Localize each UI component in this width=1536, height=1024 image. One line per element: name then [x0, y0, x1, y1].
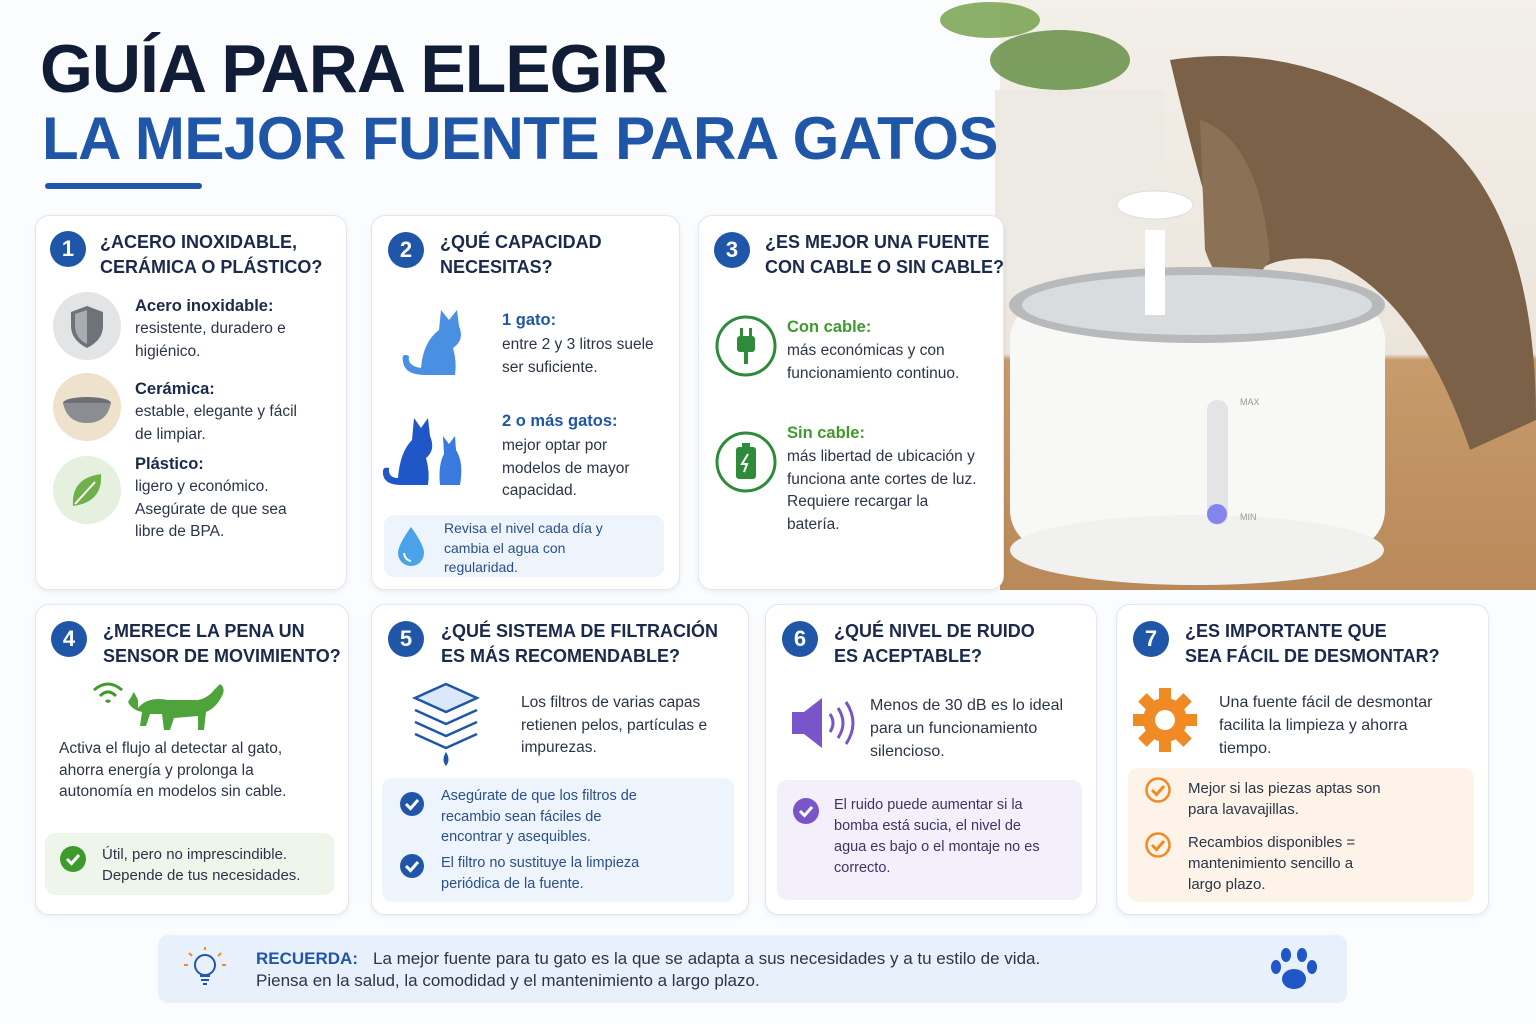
item-text: mejor optar por modelos de mayor capacid… — [502, 437, 630, 499]
card-title: ¿MERECE LA PENA UN — [103, 621, 305, 641]
card-title: ES ACEPTABLE? — [834, 646, 983, 666]
sensor-cat-icon — [93, 682, 224, 730]
card-title: ¿QUÉ SISTEMA DE FILTRACIÓN — [441, 621, 718, 641]
note-text: Útil, pero no imprescindible. Depende de… — [102, 846, 301, 884]
check-icon — [1145, 832, 1171, 858]
card-number: 6 — [782, 621, 818, 657]
ceramic-icon — [53, 373, 121, 441]
card-title: ¿ES IMPORTANTE QUE — [1185, 621, 1387, 641]
card-title: CON CABLE O SIN CABLE? — [765, 257, 1005, 277]
check-icon — [793, 798, 819, 824]
note-text: Revisa el nivel cada día y cambia el agu… — [444, 520, 603, 575]
steel-icon — [53, 292, 121, 360]
item-label: 2 o más gatos: — [502, 412, 618, 430]
photo-illustration — [940, 2, 1536, 585]
item-text: resistente, duradero e higiénico. — [135, 320, 286, 360]
cats-icon — [382, 418, 462, 485]
item-label: Sin cable: — [787, 424, 865, 442]
item-label: Con cable: — [787, 318, 872, 336]
gear-icon — [1133, 688, 1197, 752]
filter-icon — [411, 682, 481, 766]
card-title: SENSOR DE MOVIMIENTO? — [103, 646, 341, 666]
note-text: El filtro no sustituye la limpieza perió… — [441, 855, 640, 892]
note-box — [384, 515, 664, 577]
card-title: ¿ACERO INOXIDABLE, — [100, 232, 298, 252]
card-number: 5 — [388, 621, 424, 657]
card-number: 7 — [1133, 621, 1169, 657]
card-title: SEA FÁCIL DE DESMONTAR? — [1185, 646, 1440, 666]
item-text: estable, elegante y fácil de limpiar. — [135, 403, 297, 443]
paw-icon — [1271, 948, 1317, 989]
card-text: Los filtros de varias capas retienen pel… — [521, 694, 708, 756]
item-text: ligero y económico. Asegúrate de que sea… — [135, 478, 287, 540]
item-label: Acero inoxidable: — [135, 297, 274, 315]
card — [698, 215, 1004, 590]
card-title: ¿QUÉ NIVEL DE RUIDO — [834, 621, 1035, 641]
card-number: 3 — [714, 232, 750, 268]
card-title: ES MÁS RECOMENDABLE? — [441, 646, 681, 666]
note-box — [382, 778, 734, 902]
plastic-icon — [53, 456, 121, 524]
card-number: 1 — [50, 231, 86, 267]
battery-icon — [715, 431, 777, 493]
plug-icon — [715, 315, 777, 377]
card-text: Una fuente fácil de desmontar facilita l… — [1219, 694, 1433, 757]
title-line-2: LA MEJOR FUENTE PARA GATOS — [42, 105, 998, 172]
item-label: 1 gato: — [502, 311, 557, 329]
note-box — [45, 833, 334, 895]
footer-box — [158, 935, 1347, 1003]
cat-icon — [402, 310, 461, 375]
footer-label: RECUERDA: — [256, 949, 358, 968]
max-label: MAX — [1240, 397, 1260, 407]
card-text: Activa el flujo al detectar al gato, aho… — [59, 740, 287, 800]
bulb-icon — [184, 947, 226, 985]
check-icon — [1145, 777, 1171, 803]
item-text: más libertad de ubicación y funciona ant… — [787, 448, 977, 533]
card-title: CERÁMICA O PLÁSTICO? — [100, 257, 323, 277]
note-text: Asegúrate de que los filtros de recambio… — [441, 788, 637, 845]
check-icon — [60, 846, 86, 872]
footer-text: Piensa en la salud, la comodidad y el ma… — [256, 971, 760, 990]
item-label: Cerámica: — [135, 380, 215, 398]
title-line-1: GUÍA PARA ELEGIR — [40, 31, 669, 107]
speaker-icon — [792, 698, 855, 748]
footer-text: La mejor fuente para tu gato es la que s… — [373, 949, 1041, 968]
card-title: ¿QUÉ CAPACIDAD — [440, 232, 602, 252]
note-box — [777, 780, 1082, 900]
check-icon — [400, 792, 424, 816]
min-label: MIN — [1240, 512, 1257, 522]
note-text: Mejor si las piezas aptas son para lavav… — [1188, 780, 1381, 818]
item-text: entre 2 y 3 litros suele ser suficiente. — [502, 336, 654, 376]
note-text: El ruido puede aumentar si la bomba está… — [834, 797, 1040, 876]
note-text: Recambios disponibles = mantenimiento se… — [1188, 834, 1356, 893]
card-number: 4 — [51, 621, 87, 657]
check-icon — [400, 854, 424, 878]
card-title: NECESITAS? — [440, 257, 553, 277]
card-title: ¿ES MEJOR UNA FUENTE — [765, 232, 990, 252]
drop-icon — [398, 527, 424, 566]
card-number: 2 — [388, 232, 424, 268]
note-box — [1128, 768, 1474, 902]
card-text: Menos de 30 dB es lo ideal para un funci… — [870, 697, 1064, 760]
item-text: más económicas y con funcionamiento cont… — [787, 342, 960, 382]
item-label: Plástico: — [135, 455, 204, 473]
title-underline — [45, 183, 202, 189]
